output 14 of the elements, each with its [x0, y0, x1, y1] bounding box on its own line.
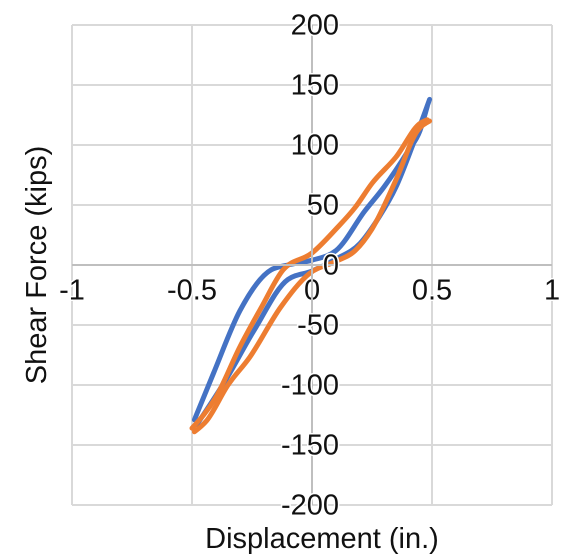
y-tick-label: -150	[280, 429, 339, 462]
x-tick-label: 0.5	[412, 274, 452, 307]
x-tick-label: -0.5	[167, 274, 217, 307]
y-tick-label: -50	[297, 309, 339, 342]
y-tick-label: 200	[290, 9, 339, 42]
y-tick-label: 50	[306, 189, 339, 222]
y-tick-label: 100	[290, 129, 339, 162]
y-tick-label: 150	[290, 69, 339, 102]
x-axis-title: Displacement (in.)	[205, 523, 439, 555]
x-tick-label: 1	[544, 274, 560, 307]
y-tick-label: -100	[280, 369, 339, 402]
y-tick-label: -200	[280, 489, 339, 522]
x-tick-label: -1	[59, 274, 85, 307]
y-axis-title: Shear Force (kips)	[21, 146, 53, 384]
